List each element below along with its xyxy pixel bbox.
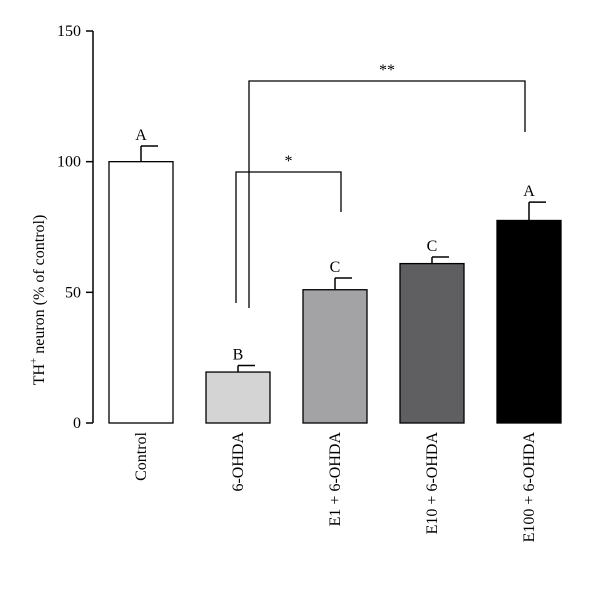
bars-group: A B C C A (108, 127, 562, 424)
y-axis: 0 50 100 150 (57, 23, 94, 432)
bar-2 (302, 289, 368, 424)
x-tick-label-1: 6-OHDA (230, 432, 247, 492)
x-tick-label-2: E1 + 6-OHDA (327, 432, 344, 527)
significance-bracket-0 (235, 171, 342, 303)
y-tick-label-150: 150 (57, 23, 81, 40)
significance-label-1: ** (379, 62, 395, 79)
bar-letter-3: C (427, 238, 438, 255)
bar-letter-4: A (523, 183, 535, 200)
significance-brackets: *** (235, 62, 526, 308)
bar-4 (496, 219, 562, 424)
significance-bracket-1 (248, 80, 526, 308)
y-axis-label-rest: neuron (% of control) (31, 215, 48, 358)
bar-0 (108, 161, 174, 424)
bar-letter-0: A (135, 127, 147, 144)
bar-letter-1: B (233, 347, 244, 364)
y-axis-label-main: TH (31, 364, 48, 386)
y-tick-label-50: 50 (65, 284, 81, 301)
y-axis-label: TH+ neuron (% of control) (28, 215, 48, 386)
y-tick-label-0: 0 (73, 415, 81, 432)
bar-3 (399, 262, 465, 424)
significance-label-0: * (285, 153, 293, 170)
x-axis-labels: Control 6-OHDA E1 + 6-OHDA E10 + 6-OHDA E100… (133, 431, 538, 542)
x-tick-label-0: Control (133, 431, 150, 480)
y-tick-label-100: 100 (57, 154, 81, 171)
y-axis-label-sup: + (28, 358, 40, 364)
x-tick-label-3: E10 + 6-OHDA (424, 432, 441, 535)
bar-letter-2: C (330, 259, 341, 276)
bar-1 (205, 371, 271, 424)
x-tick-label-4: E100 + 6-OHDA (521, 432, 538, 543)
